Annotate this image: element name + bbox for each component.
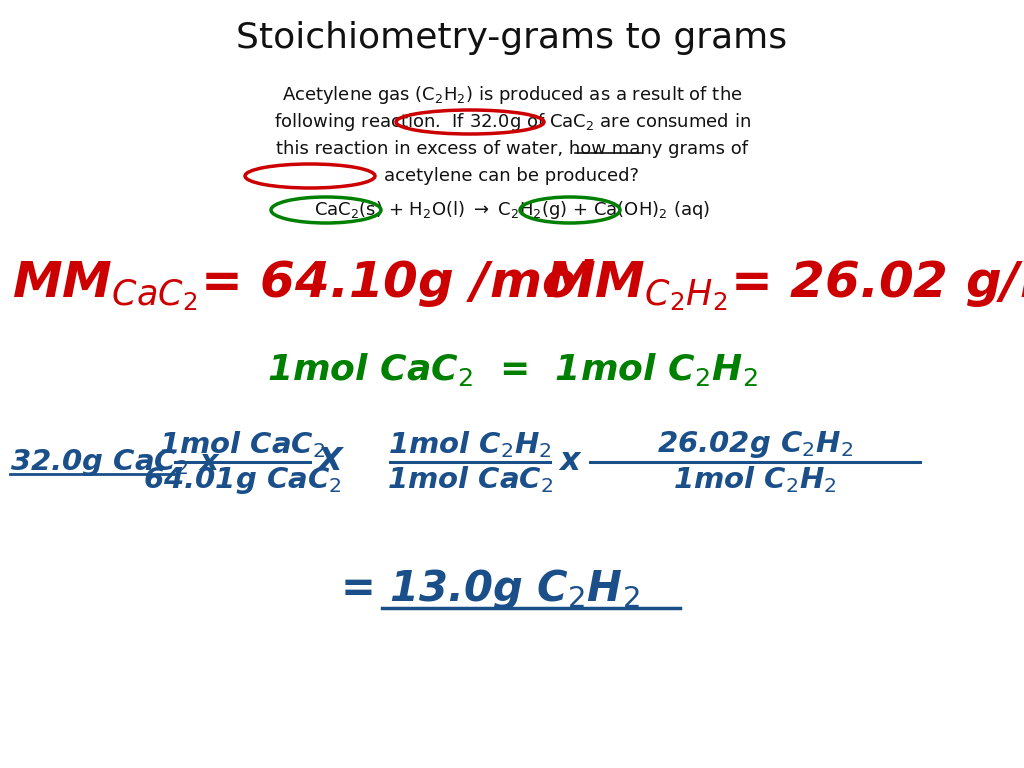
- Text: 1mol CaC$_2$: 1mol CaC$_2$: [159, 429, 326, 460]
- Text: x: x: [560, 446, 581, 478]
- Text: 26.02g C$_2$H$_2$: 26.02g C$_2$H$_2$: [657, 429, 853, 461]
- Text: 64.01g CaC$_2$: 64.01g CaC$_2$: [142, 465, 341, 495]
- Text: this reaction in excess of water, how many grams of: this reaction in excess of water, how ma…: [276, 140, 748, 158]
- Text: MM$_{CaC_2}$= 64.10g /mol: MM$_{CaC_2}$= 64.10g /mol: [12, 257, 595, 313]
- Text: 32.0g CaC$_2$ x: 32.0g CaC$_2$ x: [10, 446, 221, 478]
- Text: CaC$_2$(s) + H$_2$O(l) $\rightarrow$ C$_2$H$_2$(g) + Ca(OH)$_2$ (aq): CaC$_2$(s) + H$_2$O(l) $\rightarrow$ C$_…: [314, 199, 710, 221]
- Text: Acetylene gas (C$_2$H$_2$) is produced as a result of the: Acetylene gas (C$_2$H$_2$) is produced a…: [282, 84, 742, 106]
- Text: = 13.0g C$_2$H$_2$: = 13.0g C$_2$H$_2$: [340, 568, 640, 613]
- Text: 1mol C$_2$H$_2$: 1mol C$_2$H$_2$: [388, 429, 552, 460]
- Text: 1mol CaC$_2$  =  1mol C$_2$H$_2$: 1mol CaC$_2$ = 1mol C$_2$H$_2$: [266, 352, 758, 389]
- Text: X: X: [317, 446, 342, 478]
- Text: 1mol CaC$_2$: 1mol CaC$_2$: [387, 465, 553, 495]
- Text: following reaction.  If 32.0g of CaC$_2$ are consumed in: following reaction. If 32.0g of CaC$_2$ …: [273, 111, 751, 133]
- Text: acetylene can be produced?: acetylene can be produced?: [384, 167, 640, 185]
- Text: MM$_{C_2H_2}$= 26.02 g/mol: MM$_{C_2H_2}$= 26.02 g/mol: [545, 257, 1024, 313]
- Text: Stoichiometry-grams to grams: Stoichiometry-grams to grams: [237, 21, 787, 55]
- Text: 1mol C$_2$H$_2$: 1mol C$_2$H$_2$: [673, 465, 837, 495]
